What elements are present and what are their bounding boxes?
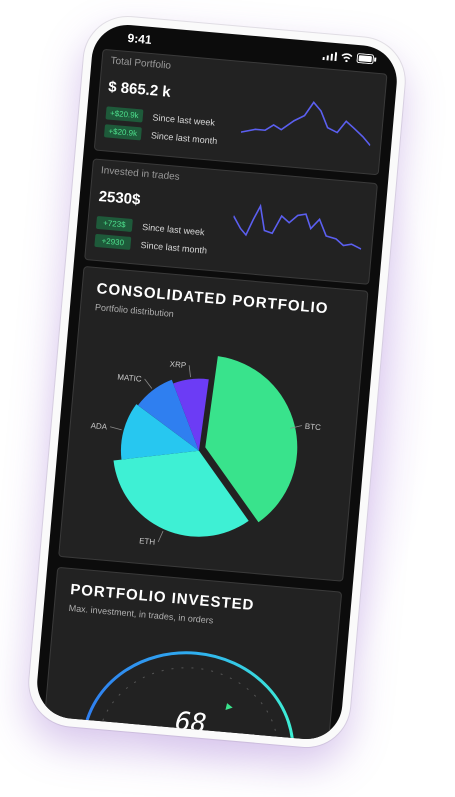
pie-label-ada: ADA xyxy=(90,421,108,431)
pie-slice-xrp[interactable] xyxy=(168,376,209,451)
gauge-value: 68 xyxy=(173,706,208,740)
card-label: Invested in trades xyxy=(100,165,181,183)
sparkline-chart xyxy=(240,101,371,146)
total-portfolio-card[interactable]: Total Portfolio $ 865.2 k +$20.9k Since … xyxy=(93,48,388,176)
stat-label: Since last week xyxy=(141,221,206,237)
signal-icon xyxy=(322,51,338,61)
change-badge: +723$ xyxy=(95,215,133,232)
battery-icon xyxy=(356,53,377,65)
pie-label-matic: MATIC xyxy=(117,373,142,384)
phone-frame: 9:41 Total Portfolio $ 865.2 k +$20.9k S… xyxy=(25,13,409,751)
stat-label: Since last week xyxy=(152,111,216,128)
pie-leader-line xyxy=(290,425,303,429)
gauge-pointer-icon xyxy=(225,703,233,710)
total-portfolio-value: $ 865.2 k xyxy=(107,78,172,101)
consolidated-portfolio-card: CONSOLIDATED PORTFOLIO Portfolio distrib… xyxy=(58,265,369,582)
sparkline-chart xyxy=(232,203,362,250)
stat-label: Since last month xyxy=(150,129,218,146)
pie-slice-ada[interactable] xyxy=(120,403,203,466)
pie-slice-eth[interactable] xyxy=(108,443,255,541)
pie-chart: BTC ETH ADA MATIC XRP xyxy=(90,356,321,547)
stat-label: Since last month xyxy=(140,239,208,256)
pie-leader-line xyxy=(188,365,191,378)
pie-label-eth: ETH xyxy=(139,536,156,546)
card-label: Total Portfolio xyxy=(110,55,172,72)
portfolio-invested-card: PORTFOLIO INVESTED Max. investment, in t… xyxy=(43,566,343,743)
app-screen: 9:41 Total Portfolio $ 865.2 k +$20.9k S… xyxy=(34,21,400,743)
status-icons xyxy=(322,50,377,65)
invested-trades-value: 2530$ xyxy=(97,188,142,209)
change-badge: +$20.9k xyxy=(105,106,144,123)
pie-label-btc: BTC xyxy=(304,422,321,432)
wifi-icon xyxy=(341,52,353,62)
status-time: 9:41 xyxy=(127,30,153,47)
pie-slice-btc[interactable] xyxy=(199,356,305,525)
invested-trades-card[interactable]: Invested in trades 2530$ +723$ Since las… xyxy=(84,158,378,285)
pie-leader-line xyxy=(157,530,164,543)
pie-leader-line xyxy=(110,426,122,431)
change-badge: +2930 xyxy=(94,233,132,250)
stat-row-month: +2930 Since last month xyxy=(94,233,208,257)
gauge xyxy=(81,651,295,743)
status-bar: 9:41 xyxy=(93,22,400,75)
pie-label-xrp: XRP xyxy=(169,360,186,370)
change-badge: +$20.9k xyxy=(103,124,142,141)
pie-slice-matic[interactable] xyxy=(135,377,205,451)
pie-leader-line xyxy=(144,378,153,389)
